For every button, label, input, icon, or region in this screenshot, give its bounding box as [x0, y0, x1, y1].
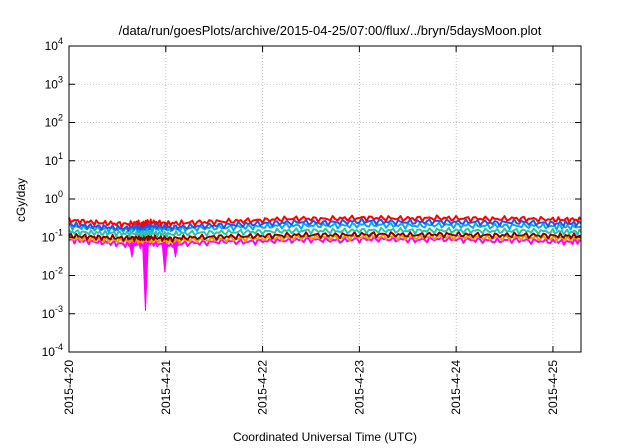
grid: [69, 46, 581, 352]
x-tick-label: 2015-4-21: [159, 360, 173, 415]
y-tick-label: 101: [45, 151, 63, 168]
y-tick-label: 10-2: [42, 266, 63, 283]
series-line: [68, 214, 582, 228]
x-tick-label: 2015-4-20: [62, 360, 76, 415]
series-layer: [68, 214, 582, 311]
chart-title: /data/run/goesPlots/archive/2015-04-25/0…: [119, 23, 542, 38]
series-line: [68, 230, 582, 243]
y-tick-label: 10-1: [42, 227, 63, 244]
y-tick-label: 102: [45, 113, 63, 130]
series-line: [68, 217, 582, 232]
y-tick-label: 10-3: [42, 304, 63, 321]
series-line: [68, 233, 582, 245]
y-tick-label: 104: [45, 36, 63, 53]
plot-frame: [68, 45, 582, 353]
x-tick-label: 2015-4-24: [449, 360, 463, 415]
x-tick-label: 2015-4-22: [256, 360, 270, 415]
x-tick-label: 2015-4-23: [352, 360, 366, 415]
x-axis-label: Coordinated Universal Time (UTC): [233, 430, 417, 444]
y-tick-label: 10-4: [42, 342, 63, 359]
ticks: 10-4 10-3 10-2 10-1 100 101 102 103 104 2015-4-20…: [42, 36, 581, 415]
series-line: [68, 226, 582, 238]
y-tick-label: 103: [45, 74, 63, 91]
y-axis-label: cGy/day: [14, 178, 28, 222]
y-tick-label: 100: [45, 189, 63, 206]
x-tick-label: 2015-4-25: [546, 360, 560, 415]
